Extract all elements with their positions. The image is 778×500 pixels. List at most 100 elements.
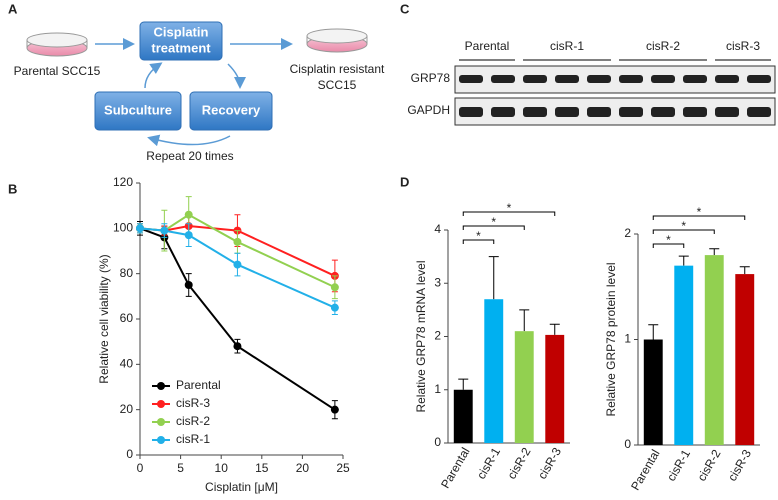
bracket xyxy=(462,211,556,216)
y-tick-label: 1 xyxy=(434,382,441,396)
box-label: Cisplatin xyxy=(154,24,209,39)
y-axis-label: Relative cell viability (%) xyxy=(97,254,111,383)
dish xyxy=(306,28,368,53)
band xyxy=(683,107,707,117)
band xyxy=(491,107,515,117)
y-tick-label: 0 xyxy=(126,447,133,461)
bracket xyxy=(462,225,525,230)
x-tick-label: cisR-1 xyxy=(664,447,693,484)
legend-swatch xyxy=(157,436,165,444)
point xyxy=(184,231,193,240)
legend-swatch xyxy=(157,400,165,408)
x-tick-label: 10 xyxy=(215,461,229,475)
significance: * xyxy=(507,201,512,215)
band xyxy=(523,107,547,117)
box-label: treatment xyxy=(151,40,211,55)
box-label: Subculture xyxy=(104,102,172,117)
x-tick-label: cisR-3 xyxy=(535,445,564,482)
diagram-label: Repeat 20 times xyxy=(146,149,233,163)
band xyxy=(619,75,643,83)
significance: * xyxy=(666,233,671,247)
legend-label: cisR-1 xyxy=(176,432,210,446)
group-label: cisR-3 xyxy=(726,39,760,53)
band xyxy=(459,75,483,83)
bracket xyxy=(652,229,715,234)
box xyxy=(139,21,223,61)
point xyxy=(233,342,242,351)
y-tick-label: 1 xyxy=(624,332,631,346)
band xyxy=(651,75,675,83)
y-tick-label: 120 xyxy=(113,175,133,189)
bar xyxy=(674,265,694,445)
arrow xyxy=(227,63,246,89)
diagram-label: Cisplatin resistant xyxy=(290,62,385,76)
y-tick-label: 40 xyxy=(120,357,134,371)
point xyxy=(184,210,193,219)
y-tick-label: 4 xyxy=(434,222,441,236)
point xyxy=(136,224,144,233)
bar xyxy=(453,389,473,443)
bar xyxy=(704,255,724,445)
diagram-label: Parental SCC15 xyxy=(14,64,101,78)
panel-label: A xyxy=(8,1,18,16)
legend-swatch xyxy=(157,418,165,426)
error-bar xyxy=(458,378,469,390)
band xyxy=(459,107,483,117)
legend-label: cisR-2 xyxy=(176,414,210,428)
band xyxy=(523,75,547,83)
bar xyxy=(643,339,663,445)
y-tick-label: 20 xyxy=(120,402,134,416)
group-label: Parental xyxy=(465,39,510,53)
row-label: GAPDH xyxy=(407,103,450,117)
arrow xyxy=(147,134,231,147)
y-tick-label: 0 xyxy=(624,437,631,451)
point xyxy=(233,260,242,269)
band xyxy=(619,107,643,117)
band xyxy=(587,107,611,117)
x-axis-label: Cisplatin [μM] xyxy=(205,480,278,494)
legend-label: cisR-3 xyxy=(176,396,210,410)
legend-label: Parental xyxy=(176,378,221,392)
bar xyxy=(545,334,565,443)
point xyxy=(330,303,339,312)
error-bar xyxy=(519,309,530,332)
y-tick-label: 60 xyxy=(120,311,134,325)
x-tick-label: 15 xyxy=(255,461,269,475)
band xyxy=(715,75,739,83)
group-label: cisR-2 xyxy=(646,39,680,53)
band xyxy=(747,75,771,83)
box-label: Recovery xyxy=(202,102,261,117)
x-tick-label: cisR-3 xyxy=(725,447,754,484)
point xyxy=(330,405,339,414)
bar xyxy=(514,331,534,443)
bracket xyxy=(652,215,746,220)
significance: * xyxy=(491,215,496,229)
band xyxy=(747,107,771,117)
box xyxy=(189,91,273,131)
error-bar xyxy=(549,323,560,335)
y-tick-label: 2 xyxy=(624,226,631,240)
band xyxy=(555,75,579,83)
group-label: cisR-1 xyxy=(550,39,584,53)
x-tick-label: 25 xyxy=(336,461,350,475)
row-label: GRP78 xyxy=(411,71,451,85)
band xyxy=(555,107,579,117)
point xyxy=(330,283,339,292)
significance: * xyxy=(697,205,702,219)
y-tick-label: 2 xyxy=(434,329,441,343)
x-tick-label: cisR-1 xyxy=(474,445,503,482)
error-bar xyxy=(739,266,750,275)
band xyxy=(651,107,675,117)
band xyxy=(587,75,611,83)
y-axis-label: Relative GRP78 mRNA level xyxy=(414,260,428,412)
x-tick-label: cisR-2 xyxy=(504,445,533,482)
y-tick-label: 100 xyxy=(113,221,133,235)
arrow xyxy=(144,62,163,89)
band xyxy=(683,75,707,83)
y-tick-label: 80 xyxy=(120,266,134,280)
error-bar xyxy=(678,255,689,266)
bar xyxy=(484,299,504,443)
panel-label: D xyxy=(400,174,409,189)
x-tick-label: Parental xyxy=(628,447,662,493)
x-tick-label: Parental xyxy=(438,445,472,491)
